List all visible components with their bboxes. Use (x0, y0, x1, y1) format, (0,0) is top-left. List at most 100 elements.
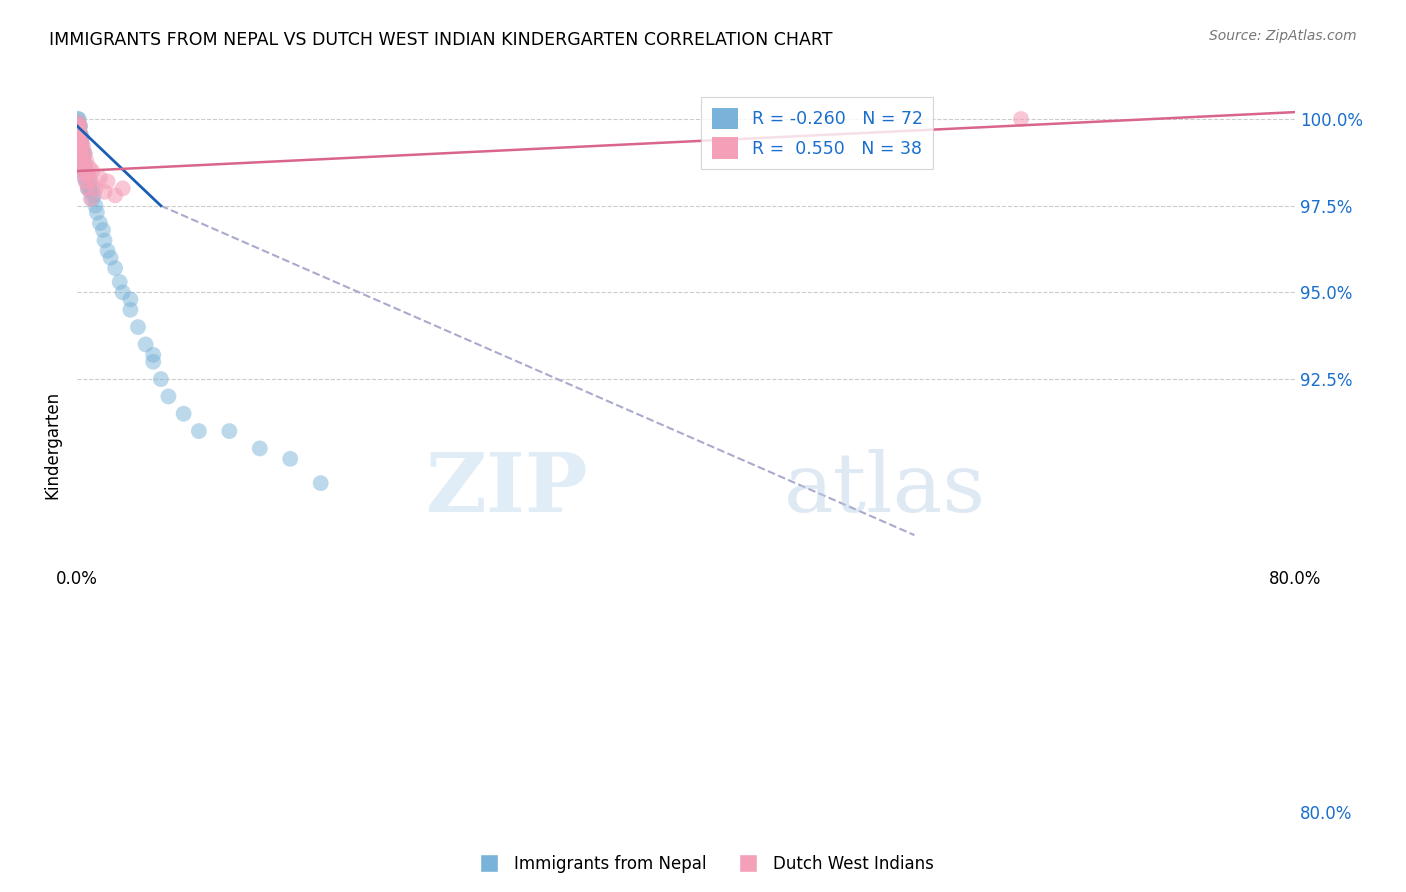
Point (70, 146, 93, 161)
Point (67, 122, 90, 136)
Point (72, 153, 94, 168)
Point (187, 424, 209, 438)
Text: IMMIGRANTS FROM NEPAL VS DUTCH WEST INDIAN KINDERGARTEN CORRELATION CHART: IMMIGRANTS FROM NEPAL VS DUTCH WEST INDI… (49, 31, 832, 49)
Point (77, 161, 100, 175)
Point (89, 216, 111, 230)
Point (70, 153, 93, 168)
Point (70, 140, 93, 154)
Point (75, 153, 97, 168)
Point (108, 275, 131, 289)
Point (67, 126, 90, 140)
Point (67, 140, 90, 154)
Text: Source: ZipAtlas.com: Source: ZipAtlas.com (1209, 29, 1357, 43)
Point (69, 129, 91, 144)
Point (80, 185, 103, 199)
Point (104, 261, 127, 276)
Point (67, 133, 90, 147)
Point (72, 143, 94, 157)
Point (93, 185, 115, 199)
Text: 80.0%: 80.0% (1268, 570, 1322, 588)
Point (82, 192, 104, 206)
Point (72, 146, 94, 161)
Point (76, 168, 98, 182)
Point (120, 293, 142, 307)
Point (70, 136, 93, 151)
Point (66, 119, 89, 133)
Point (96, 244, 118, 258)
Point (72, 140, 94, 154)
Point (84, 199, 107, 213)
Point (69, 140, 91, 154)
Point (91, 223, 114, 237)
Point (100, 251, 122, 265)
Point (1010, 112, 1032, 126)
Point (83, 188, 105, 202)
Point (67, 119, 90, 133)
Point (218, 424, 240, 438)
Point (67, 126, 90, 140)
Point (67, 119, 90, 133)
Point (278, 451, 301, 466)
Point (72, 161, 94, 175)
Point (73, 164, 96, 178)
Point (75, 164, 97, 178)
Point (135, 337, 157, 351)
Point (67, 119, 90, 133)
Point (67, 129, 90, 144)
Point (69, 126, 91, 140)
Text: ZIP: ZIP (426, 449, 589, 529)
Point (173, 407, 195, 421)
Point (70, 146, 93, 161)
Point (66, 115, 89, 129)
Point (73, 164, 96, 178)
Point (70, 153, 93, 168)
Point (73, 146, 96, 161)
Point (75, 174, 97, 188)
Point (72, 157, 94, 171)
Point (80, 174, 103, 188)
Point (67, 126, 90, 140)
Legend: R = -0.260   N = 72, R =  0.550   N = 38: R = -0.260 N = 72, R = 0.550 N = 38 (702, 97, 934, 169)
Point (66, 119, 89, 133)
Y-axis label: Kindergarten: Kindergarten (44, 391, 60, 499)
Point (69, 119, 91, 133)
Point (80, 192, 103, 206)
Point (76, 181, 98, 195)
Point (73, 146, 96, 161)
Point (309, 476, 332, 491)
Point (69, 136, 91, 151)
Point (70, 129, 93, 144)
Point (70, 143, 93, 157)
Point (69, 143, 91, 157)
Point (67, 126, 90, 140)
Point (77, 181, 100, 195)
Point (69, 146, 91, 161)
Point (69, 136, 91, 151)
Point (249, 442, 271, 456)
Point (66, 112, 89, 126)
Point (67, 129, 90, 144)
Point (76, 168, 98, 182)
Point (67, 115, 90, 129)
Point (157, 389, 180, 403)
Point (149, 372, 172, 386)
Point (72, 150, 94, 164)
Point (76, 181, 98, 195)
Point (82, 181, 104, 195)
Point (69, 129, 91, 144)
Point (93, 234, 115, 248)
Legend: Immigrants from Nepal, Dutch West Indians: Immigrants from Nepal, Dutch West Indian… (465, 848, 941, 880)
Point (111, 285, 134, 300)
Point (67, 129, 90, 144)
Point (86, 205, 108, 219)
Point (70, 133, 93, 147)
Text: 0.0%: 0.0% (56, 570, 98, 588)
Text: atlas: atlas (783, 449, 986, 529)
Point (142, 355, 165, 369)
Point (70, 146, 93, 161)
Point (84, 181, 107, 195)
Point (70, 133, 93, 147)
Point (73, 171, 96, 186)
Point (72, 157, 94, 171)
Point (111, 181, 134, 195)
